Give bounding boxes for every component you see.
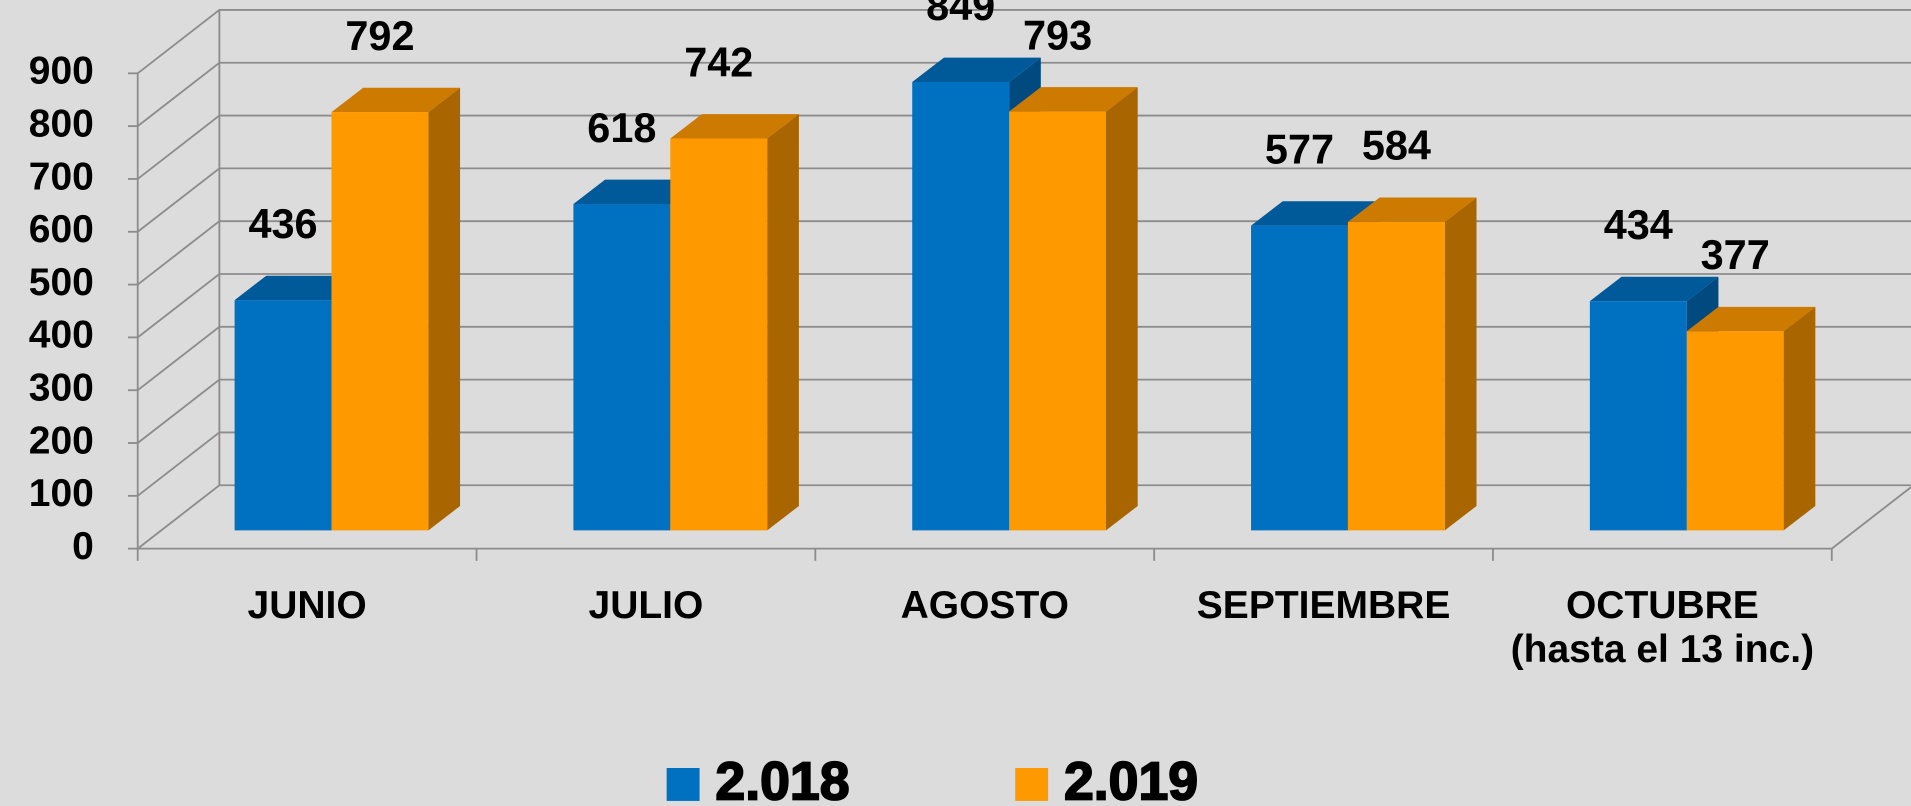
bar-top <box>1686 306 1816 332</box>
bar <box>1347 221 1445 531</box>
bar-top <box>670 114 799 139</box>
legend-label: 2.018 <box>715 751 849 806</box>
x-tick-label-box: SEPTIEMBRE <box>1196 582 1451 627</box>
x-tick-label: JULIO <box>588 582 704 627</box>
bar <box>1686 331 1784 531</box>
x-tick-label: OCTUBRE (hasta el 13 inc.) <box>1510 582 1815 671</box>
bar-top <box>1589 276 1719 302</box>
floor-edge <box>1831 486 1911 550</box>
data-label: 793 <box>1023 11 1092 58</box>
x-tick-label-box: JUNIO <box>247 582 367 627</box>
bar-top <box>1347 197 1477 222</box>
bar-side <box>767 114 799 531</box>
y-tick-label: 900 <box>29 50 94 93</box>
x-tick-label: AGOSTO <box>900 582 1069 627</box>
x-tick-label-box: AGOSTO <box>900 582 1069 627</box>
legend-label: 2.019 <box>1064 751 1198 806</box>
data-label: 584 <box>1362 122 1431 169</box>
y-tick-label: 600 <box>29 208 94 251</box>
data-label: 849 <box>926 0 995 29</box>
bar <box>1009 111 1107 531</box>
x-tick-label-box: OCTUBRE (hasta el 13 inc.) <box>1510 582 1815 671</box>
data-label: 742 <box>684 38 753 85</box>
legend-swatch <box>1015 768 1049 801</box>
bar <box>1251 225 1348 531</box>
bar-side <box>1106 87 1138 531</box>
bar <box>670 138 768 531</box>
x-tick-label: JUNIO <box>247 582 367 627</box>
bar-top <box>912 57 1041 82</box>
data-label: 792 <box>345 12 414 59</box>
x-tick-label: SEPTIEMBRE <box>1196 582 1451 627</box>
bar-top <box>331 87 461 113</box>
y-tick-label: 100 <box>29 472 94 515</box>
y-tick-label: 700 <box>29 155 94 198</box>
data-label: 436 <box>248 200 317 247</box>
grid-line <box>137 167 1911 233</box>
bar <box>1589 301 1687 531</box>
grid-line <box>137 9 1911 75</box>
bar <box>912 81 1010 531</box>
data-label: 434 <box>1604 201 1673 248</box>
bar <box>234 300 332 531</box>
y-tick-label: 0 <box>72 525 94 568</box>
bar <box>573 203 671 531</box>
bar-top <box>234 275 364 301</box>
y-tick-label: 400 <box>29 314 94 357</box>
y-tick-label: 300 <box>29 367 94 410</box>
x-tick-label-box: JULIO <box>588 582 704 627</box>
grid-line <box>137 114 1911 180</box>
y-tick-label: 500 <box>29 261 94 304</box>
data-label: 377 <box>1701 231 1770 278</box>
bar-top <box>1009 87 1138 112</box>
bar-side <box>1783 306 1816 531</box>
bar <box>331 112 429 531</box>
data-label: 577 <box>1265 125 1334 172</box>
legend-swatch <box>666 768 700 801</box>
data-label: 618 <box>587 104 656 151</box>
grid-line <box>137 61 1911 127</box>
bar-top <box>1251 201 1380 226</box>
bar-side <box>1444 197 1477 531</box>
y-tick-label: 200 <box>29 419 94 462</box>
bar-side <box>428 87 461 531</box>
y-tick-label: 800 <box>29 102 94 145</box>
bar-top <box>573 179 702 204</box>
